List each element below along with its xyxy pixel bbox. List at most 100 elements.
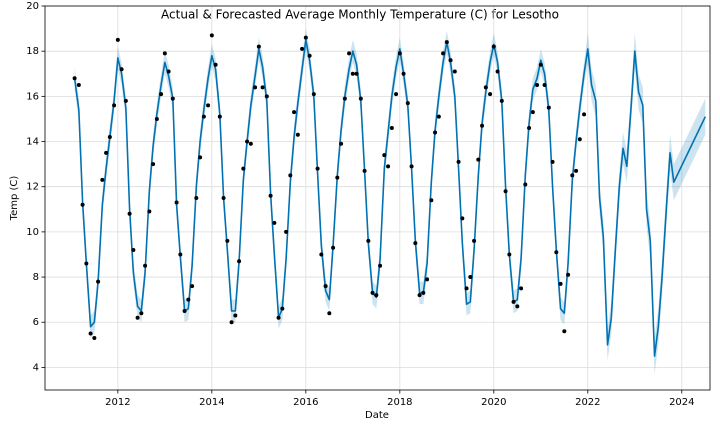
observed-point [335, 175, 340, 180]
observed-point [159, 92, 164, 97]
observed-point [538, 62, 543, 67]
observed-point [507, 252, 512, 257]
observed-point [88, 331, 93, 336]
observed-point [409, 164, 414, 169]
observed-point [550, 159, 555, 164]
observed-point [577, 137, 582, 142]
observed-point [339, 141, 344, 146]
observed-point [206, 103, 211, 108]
observed-point [441, 51, 446, 56]
observed-point [542, 83, 547, 88]
observed-point [452, 69, 457, 74]
y-tick-label: 12 [26, 182, 39, 193]
observed-point [107, 135, 112, 140]
observed-point [350, 71, 355, 76]
y-tick-label: 6 [33, 317, 39, 328]
observed-point [319, 252, 324, 257]
observed-point [174, 200, 179, 205]
x-tick-label: 2018 [387, 397, 412, 408]
observed-point [554, 250, 559, 255]
observed-point [100, 177, 105, 182]
observed-point [139, 311, 144, 316]
observed-point [264, 94, 269, 99]
y-tick-label: 14 [26, 137, 39, 148]
observed-point [300, 46, 305, 51]
observed-point [362, 168, 367, 173]
observed-point [284, 229, 289, 234]
observed-point [147, 209, 152, 214]
observed-point [186, 297, 191, 302]
observed-point [131, 247, 136, 252]
y-tick-label: 18 [26, 46, 39, 57]
observed-point [162, 51, 167, 56]
observed-point [201, 114, 206, 119]
observed-point [515, 304, 520, 309]
observed-point [229, 320, 234, 325]
observed-point [84, 261, 89, 266]
observed-point [562, 329, 567, 334]
observed-point [72, 76, 77, 81]
observed-point [354, 71, 359, 76]
observed-point [574, 168, 579, 173]
observed-point [566, 272, 571, 277]
observed-point [389, 125, 394, 130]
observed-point [483, 85, 488, 90]
observed-point [499, 98, 504, 103]
observed-point [248, 141, 253, 146]
observed-point [460, 216, 465, 221]
observed-point [127, 211, 132, 216]
y-axis-label: Temp (C) [9, 176, 20, 222]
observed-point [276, 315, 281, 320]
observed-point [123, 98, 128, 103]
observed-point [178, 252, 183, 257]
observed-point [530, 110, 535, 115]
observed-point [429, 198, 434, 203]
observed-point [209, 33, 214, 38]
observed-point [217, 114, 222, 119]
observed-point [80, 202, 85, 207]
observed-point [166, 69, 171, 74]
observed-point [342, 96, 347, 101]
observed-point [558, 281, 563, 286]
observed-point [488, 92, 493, 97]
observed-point [382, 153, 387, 158]
observed-point [256, 44, 261, 49]
x-tick-label: 2022 [575, 397, 600, 408]
observed-point [436, 114, 441, 119]
observed-point [104, 150, 109, 155]
observed-point [546, 105, 551, 110]
observed-point [280, 306, 285, 311]
observed-point [401, 71, 406, 76]
observed-point [358, 96, 363, 101]
observed-point [253, 85, 258, 90]
x-tick-label: 2024 [669, 397, 694, 408]
y-tick-label: 20 [26, 1, 39, 12]
observed-point [421, 290, 426, 295]
observed-point [241, 166, 246, 171]
observed-point [221, 196, 226, 200]
observed-point [303, 35, 308, 40]
observed-point [315, 166, 320, 171]
observed-point [311, 92, 316, 97]
observed-point [347, 51, 352, 56]
observed-point [523, 182, 528, 187]
observed-point [417, 293, 422, 298]
observed-point [190, 284, 195, 289]
x-tick-label: 2012 [105, 397, 130, 408]
observed-point [480, 123, 485, 128]
observed-point [96, 279, 101, 284]
observed-point [194, 196, 199, 200]
observed-point [394, 92, 399, 97]
observed-point [76, 83, 81, 88]
forecast-line [73, 39, 707, 357]
x-tick-label: 2016 [293, 397, 318, 408]
observed-point [237, 259, 242, 264]
observed-point [307, 53, 312, 58]
observed-point [464, 286, 469, 291]
observed-point [476, 157, 481, 162]
observed-point [245, 139, 250, 144]
observed-point [468, 275, 473, 280]
